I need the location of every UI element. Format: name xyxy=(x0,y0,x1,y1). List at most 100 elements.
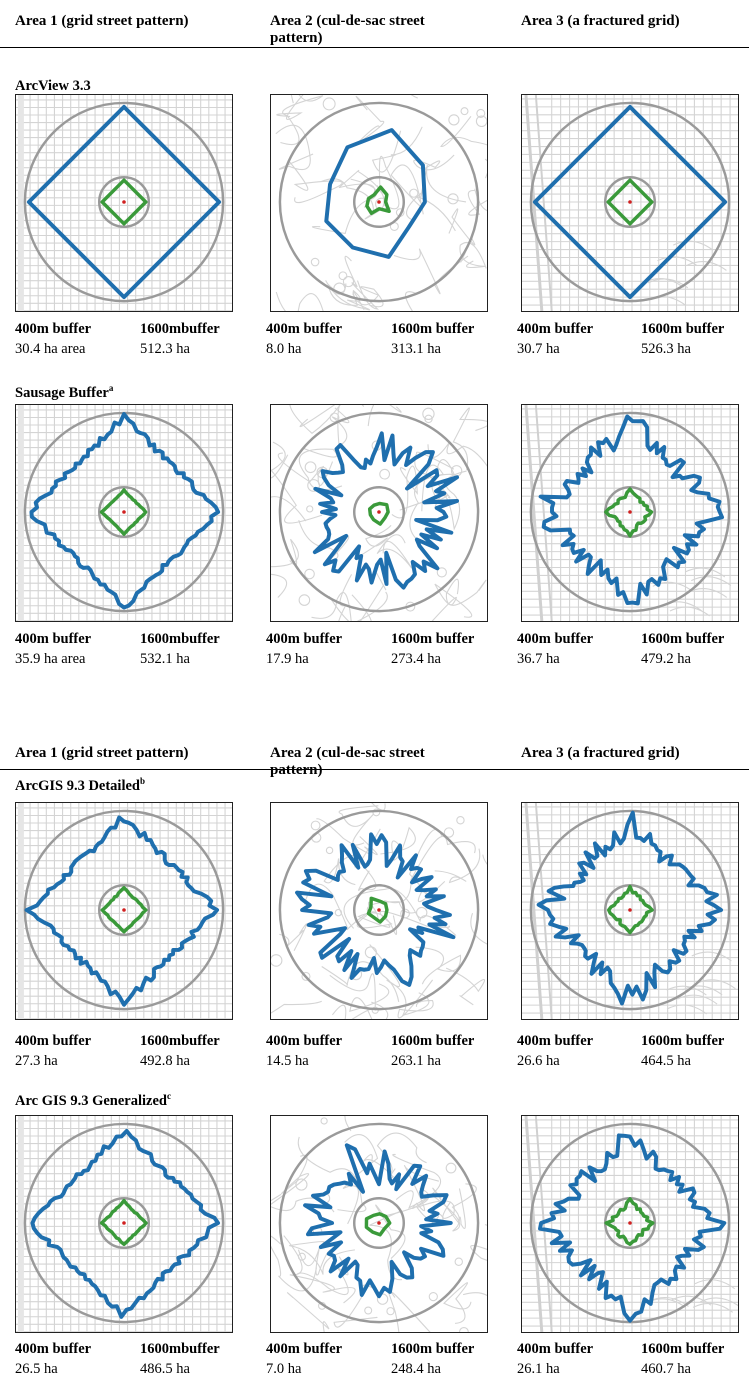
buffer-1600m-line xyxy=(29,412,221,610)
buffer-1600m-line xyxy=(536,810,724,1006)
header-rule xyxy=(0,769,749,770)
map-panel xyxy=(270,802,488,1020)
map-panel xyxy=(521,1115,739,1333)
section-title: ArcGIS 9.3 Detailedb xyxy=(15,776,146,794)
caption-1600m-label: 1600mbuffer xyxy=(140,1033,220,1049)
map-panel xyxy=(15,1115,233,1333)
column-header-area-3: Area 3 (a fractured grid) xyxy=(521,13,680,29)
caption-1600m-area: 479.2 ha xyxy=(641,651,691,667)
caption-400m-area: 27.3 ha xyxy=(15,1053,58,1069)
caption-1600m-area: 512.3 ha xyxy=(140,341,190,357)
column-header-area-3: Area 3 (a fractured grid) xyxy=(521,745,680,761)
map-svg xyxy=(275,95,487,311)
buffer-400m-line xyxy=(606,884,654,935)
caption-400m-area: 26.6 ha xyxy=(517,1053,560,1069)
center-point xyxy=(628,1221,632,1225)
caption-400m-area: 35.9 ha area xyxy=(15,651,86,667)
radius-1600m-circle xyxy=(278,101,480,303)
map-svg xyxy=(522,95,738,311)
radius-400m-circle xyxy=(603,176,657,229)
center-point xyxy=(628,510,632,514)
caption-1600m-label: 1600m buffer xyxy=(391,1341,475,1357)
column-header-area-2: Area 2 (cul-de-sac street pattern) xyxy=(270,13,425,46)
caption-1600m-label: 1600m buffer xyxy=(391,631,475,647)
caption-1600m-label: 1600m buffer xyxy=(641,321,725,337)
caption-400m-label: 400m buffer xyxy=(266,321,343,337)
buffer-400m-line xyxy=(100,178,148,226)
radius-1600m-circle xyxy=(278,1122,480,1324)
radius-1600m-circle xyxy=(529,809,731,1011)
caption-1600m-label: 1600m buffer xyxy=(391,1033,475,1049)
radius-1600m-circle xyxy=(529,101,731,303)
caption-400m-area: 30.7 ha xyxy=(517,341,560,357)
caption-1600m-area: 526.3 ha xyxy=(641,341,691,357)
street-network xyxy=(522,405,738,621)
map-panel xyxy=(270,1115,488,1333)
street-network xyxy=(522,803,738,1019)
caption-1600m-label: 1600m buffer xyxy=(641,1033,725,1049)
buffer-400m-line xyxy=(364,1212,392,1237)
radius-400m-circle xyxy=(352,176,406,229)
street-network xyxy=(275,95,487,311)
buffer-1600m-line xyxy=(30,1128,221,1319)
caption-1600m-label: 1600mbuffer xyxy=(140,1341,220,1357)
map-panel xyxy=(270,404,488,622)
map-svg xyxy=(522,803,738,1019)
buffer-400m-line xyxy=(367,501,390,526)
buffer-400m-line xyxy=(99,488,148,536)
radius-400m-circle xyxy=(352,884,406,937)
center-point xyxy=(377,510,381,514)
caption-1600m-label: 1600m buffer xyxy=(641,631,725,647)
caption-1600m-label: 1600mbuffer xyxy=(140,321,220,337)
radius-1600m-circle xyxy=(278,411,480,613)
caption-400m-label: 400m buffer xyxy=(15,1341,92,1357)
caption-400m-area: 14.5 ha xyxy=(266,1053,309,1069)
caption-1600m-area: 532.1 ha xyxy=(140,651,190,667)
center-point xyxy=(628,908,632,912)
buffer-400m-line xyxy=(100,886,148,934)
caption-400m-label: 400m buffer xyxy=(517,1033,594,1049)
buffer-1600m-line xyxy=(532,104,728,300)
caption-1600m-area: 263.1 ha xyxy=(391,1053,441,1069)
caption-1600m-area: 492.8 ha xyxy=(140,1053,190,1069)
buffer-400m-line xyxy=(365,185,391,216)
map-panel xyxy=(15,404,233,622)
map-svg xyxy=(522,1116,738,1332)
map-svg xyxy=(16,1116,232,1332)
caption-1600m-area: 460.7 ha xyxy=(641,1361,691,1377)
caption-400m-label: 400m buffer xyxy=(15,321,92,337)
caption-400m-label: 400m buffer xyxy=(517,321,594,337)
map-panel xyxy=(15,94,233,312)
map-svg xyxy=(271,405,487,621)
street-network xyxy=(271,405,487,621)
radius-1600m-circle xyxy=(23,1122,225,1324)
caption-1600m-area: 313.1 ha xyxy=(391,341,441,357)
center-point xyxy=(377,1221,381,1225)
map-svg xyxy=(271,1116,487,1332)
caption-400m-label: 400m buffer xyxy=(517,1341,594,1357)
section-title: ArcView 3.3 xyxy=(15,78,91,94)
map-svg xyxy=(16,803,232,1019)
radius-400m-circle xyxy=(97,1197,151,1250)
section-title: Arc GIS 9.3 Generalizedc xyxy=(15,1091,171,1109)
caption-400m-label: 400m buffer xyxy=(266,1341,343,1357)
map-panel xyxy=(521,802,739,1020)
caption-1600m-area: 486.5 ha xyxy=(140,1361,190,1377)
caption-400m-label: 400m buffer xyxy=(266,631,343,647)
center-point xyxy=(377,200,381,204)
radius-400m-circle xyxy=(97,884,151,937)
street-network xyxy=(16,405,232,621)
center-point xyxy=(122,510,126,514)
radius-1600m-circle xyxy=(23,101,225,303)
caption-1600m-label: 1600m buffer xyxy=(391,321,475,337)
caption-400m-label: 400m buffer xyxy=(517,631,594,647)
map-panel xyxy=(521,94,739,312)
center-point xyxy=(122,1221,126,1225)
caption-400m-label: 400m buffer xyxy=(15,1033,92,1049)
buffer-1600m-line xyxy=(303,1143,453,1299)
caption-400m-label: 400m buffer xyxy=(15,631,92,647)
caption-1600m-area: 248.4 ha xyxy=(391,1361,441,1377)
caption-400m-area: 7.0 ha xyxy=(266,1361,302,1377)
section-title: Sausage Buffera xyxy=(15,383,114,401)
radius-1600m-circle xyxy=(278,809,480,1011)
